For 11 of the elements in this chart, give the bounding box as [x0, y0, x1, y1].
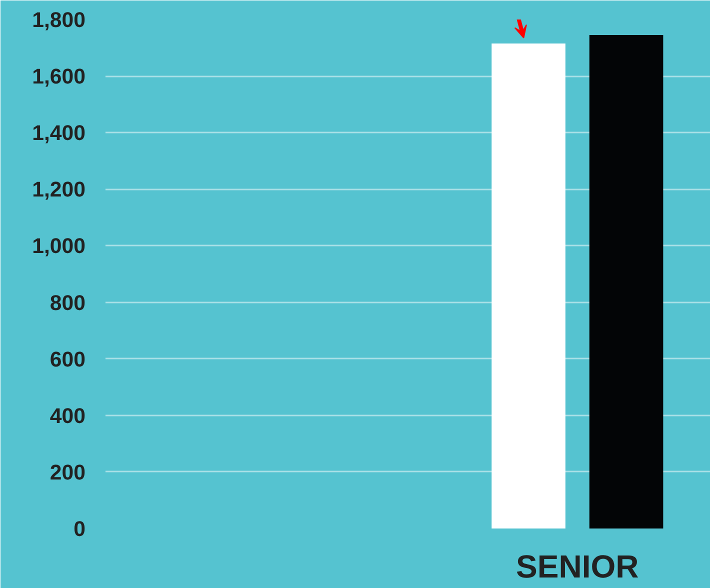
y-tick-label: 0	[74, 517, 86, 541]
y-tick-label: 800	[50, 290, 86, 315]
y-tick-label: 1,800	[32, 8, 86, 32]
y-tick-label: 600	[50, 347, 86, 372]
y-tick-label: 1,600	[32, 64, 86, 89]
y-tick-label: 1,200	[32, 178, 86, 202]
y-tick-label: 1,400	[32, 121, 86, 146]
y-tick-label: 200	[50, 460, 86, 484]
y-tick-label: 1,000	[32, 234, 86, 258]
y-tick-label: 400	[50, 404, 86, 428]
x-tick-label: SENIOR	[516, 548, 639, 584]
